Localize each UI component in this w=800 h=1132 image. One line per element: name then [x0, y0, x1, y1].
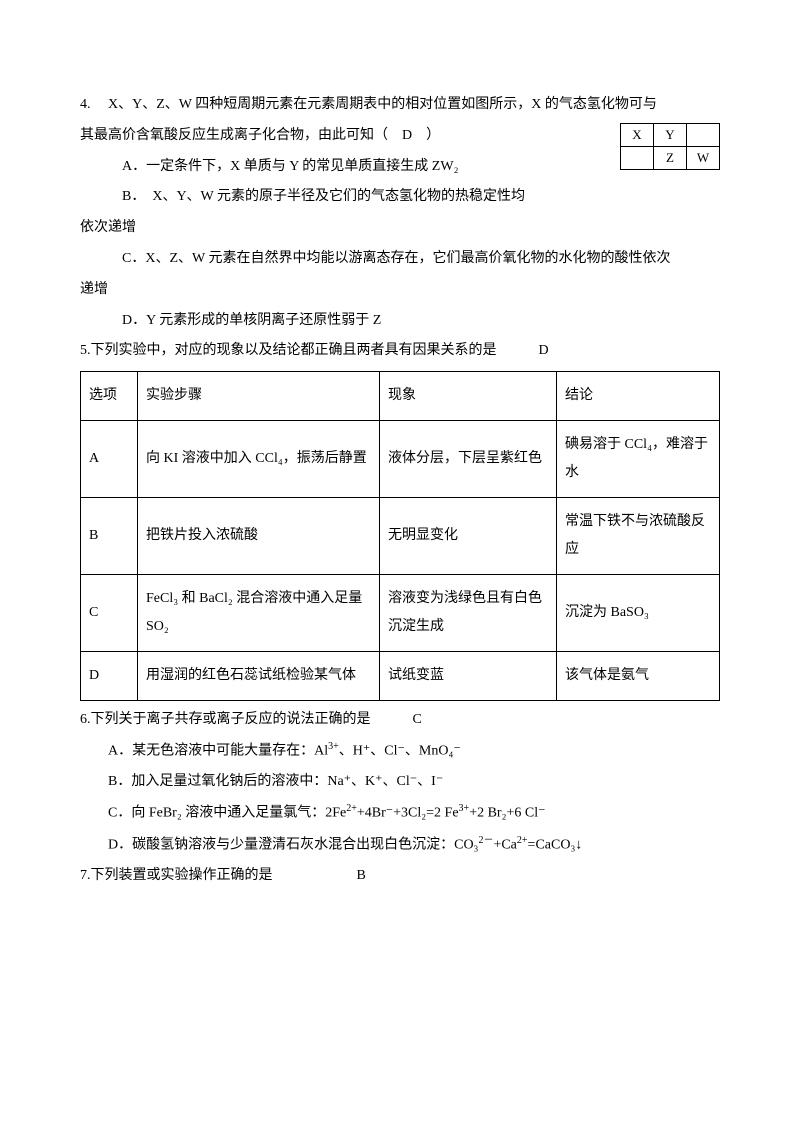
q6a-pre: A．某无色溶液中可能大量存在：Al	[108, 744, 328, 759]
q6c-pre: C．向 FeBr₂ 溶液中通入足量氯气：2Fe	[108, 806, 346, 821]
th-step: 实验步骤	[138, 372, 380, 421]
q7-stem: 7.下列装置或实验操作正确的是 B	[80, 861, 720, 892]
grid-cell: W	[687, 146, 720, 169]
q4-option-b-cont: 依次递增	[80, 213, 720, 244]
q6c-mid1: +4Br⁻+3Cl₂=2 Fe	[357, 806, 459, 821]
q6-option-b: B．加入足量过氧化钠后的溶液中：Na⁺、K⁺、Cl⁻、I⁻	[80, 767, 720, 798]
th-phenomenon: 现象	[380, 372, 557, 421]
q7-answer: B	[357, 868, 366, 883]
table-row: C FeCl₃ 和 BaCl₂ 混合溶液中通入足量 SO₂ 溶液变为浅绿色且有白…	[81, 575, 720, 652]
cell-opt: B	[81, 498, 138, 575]
q4-option-b: B． X、Y、W 元素的原子半径及它们的气态氢化物的热稳定性均	[80, 182, 720, 213]
cell-conc: 沉淀为 BaSO₃	[557, 575, 720, 652]
q6-answer: C	[413, 712, 422, 727]
grid-cell: Y	[654, 123, 687, 146]
grid-cell	[687, 123, 720, 146]
cell-phen: 溶液变为浅绿色且有白色沉淀生成	[380, 575, 557, 652]
cell-conc: 碘易溶于 CCl₄，难溶于水	[557, 421, 720, 498]
th-option: 选项	[81, 372, 138, 421]
grid-cell: Z	[654, 146, 687, 169]
cell-conc: 该气体是氨气	[557, 652, 720, 701]
cell-opt: D	[81, 652, 138, 701]
q6c-mid2: +2 Br₂+6 Cl⁻	[469, 806, 545, 821]
q6d-pre: D．碳酸氢钠溶液与少量澄清石灰水混合出现白色沉淀：CO₃	[108, 837, 478, 852]
q5-table: 选项 实验步骤 现象 结论 A 向 KI 溶液中加入 CCl₄，振荡后静置 液体…	[80, 371, 720, 701]
q6-stem: 6.下列关于离子共存或离子反应的说法正确的是 C	[80, 705, 720, 736]
grid-cell	[621, 146, 654, 169]
q6-option-a: A．某无色溶液中可能大量存在：Al3+、H⁺、Cl⁻、MnO₄⁻	[80, 736, 720, 767]
q4-option-c-cont: 递增	[80, 275, 720, 306]
table-row: D 用湿润的红色石蕊试纸检验某气体 试纸变蓝 该气体是氨气	[81, 652, 720, 701]
th-conclusion: 结论	[557, 372, 720, 421]
q7-stem-text: 7.下列装置或实验操作正确的是	[80, 868, 273, 883]
q6-option-c: C．向 FeBr₂ 溶液中通入足量氯气：2Fe2++4Br⁻+3Cl₂=2 Fe…	[80, 798, 720, 829]
cell-phen: 无明显变化	[380, 498, 557, 575]
q4-option-d: D．Y 元素形成的单核阴离子还原性弱于 Z	[80, 306, 720, 337]
cell-conc: 常温下铁不与浓硫酸反应	[557, 498, 720, 575]
q5-answer: D	[539, 343, 549, 358]
table-header-row: 选项 实验步骤 现象 结论	[81, 372, 720, 421]
cell-step: FeCl₃ 和 BaCl₂ 混合溶液中通入足量 SO₂	[138, 575, 380, 652]
table-row: B 把铁片投入浓硫酸 无明显变化 常温下铁不与浓硫酸反应	[81, 498, 720, 575]
cell-phen: 试纸变蓝	[380, 652, 557, 701]
cell-opt: A	[81, 421, 138, 498]
cell-opt: C	[81, 575, 138, 652]
q6a-post: 、H⁺、Cl⁻、MnO₄⁻	[339, 744, 461, 759]
q6-option-d: D．碳酸氢钠溶液与少量澄清石灰水混合出现白色沉淀：CO₃2－+Ca2+=CaCO…	[80, 830, 720, 861]
q6d-post: =CaCO₃↓	[528, 837, 583, 852]
q4-stem-line1: 4. X、Y、Z、W 四种短周期元素在元素周期表中的相对位置如图所示，X 的气态…	[80, 90, 720, 121]
q4-position-grid: X Y Z W	[620, 123, 720, 170]
q5-stem: 5.下列实验中，对应的现象以及结论都正确且两者具有因果关系的是 D	[80, 336, 720, 367]
q6d-mid: +Ca	[493, 837, 516, 852]
cell-step: 向 KI 溶液中加入 CCl₄，振荡后静置	[138, 421, 380, 498]
table-row: A 向 KI 溶液中加入 CCl₄，振荡后静置 液体分层，下层呈紫红色 碘易溶于…	[81, 421, 720, 498]
q5-stem-text: 5.下列实验中，对应的现象以及结论都正确且两者具有因果关系的是	[80, 343, 497, 358]
q6-stem-text: 6.下列关于离子共存或离子反应的说法正确的是	[80, 712, 371, 727]
cell-step: 把铁片投入浓硫酸	[138, 498, 380, 575]
grid-cell: X	[621, 123, 654, 146]
cell-phen: 液体分层，下层呈紫红色	[380, 421, 557, 498]
cell-step: 用湿润的红色石蕊试纸检验某气体	[138, 652, 380, 701]
q4-option-c: C．X、Z、W 元素在自然界中均能以游离态存在，它们最高价氧化物的水化物的酸性依…	[80, 244, 720, 275]
